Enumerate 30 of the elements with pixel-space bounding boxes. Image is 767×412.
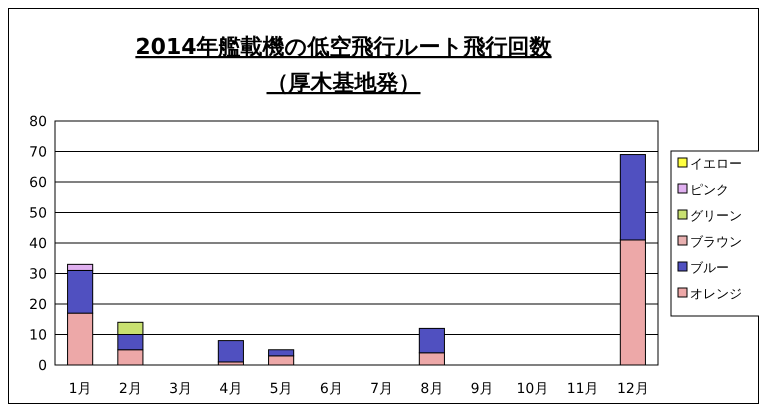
legend-label: ピンク bbox=[690, 183, 729, 198]
x-tick-label: 2月 bbox=[118, 381, 142, 397]
x-tick-label: 10月 bbox=[516, 381, 548, 397]
chart-title: 2014年艦載機の低空飛行ルート飛行回数 bbox=[135, 34, 553, 60]
legend-label: ブルー bbox=[690, 261, 729, 276]
x-tick-label: 12月 bbox=[616, 381, 649, 397]
legend-label: イエロー bbox=[690, 157, 742, 172]
x-tick-label: 3月 bbox=[169, 381, 192, 397]
bar bbox=[218, 340, 244, 362]
legend-label: グリーン bbox=[690, 209, 742, 224]
y-tick-label: 60 bbox=[29, 175, 47, 191]
legend-label: ブラウン bbox=[690, 235, 742, 250]
x-tick-label: 4月 bbox=[219, 381, 242, 397]
y-tick-label: 80 bbox=[29, 114, 47, 130]
y-tick-label: 10 bbox=[29, 328, 47, 344]
y-tick-label: 0 bbox=[38, 358, 47, 374]
x-tick-label: 5月 bbox=[270, 381, 293, 397]
y-tick-label: 30 bbox=[29, 266, 47, 282]
x-tick-label: 7月 bbox=[370, 381, 394, 397]
y-tick-label: 70 bbox=[29, 144, 47, 160]
x-tick-label: 6月 bbox=[320, 381, 343, 397]
x-tick-label: 11月 bbox=[566, 381, 599, 397]
x-tick-label: 8月 bbox=[420, 381, 444, 397]
y-tick-label: 20 bbox=[29, 297, 47, 313]
y-tick-label: 50 bbox=[29, 206, 47, 222]
y-tick-label: 40 bbox=[29, 236, 47, 252]
chart-subtitle: （厚木基地発） bbox=[266, 71, 420, 96]
x-tick-label: 9月 bbox=[470, 381, 494, 397]
legend-label: オレンジ bbox=[690, 287, 742, 302]
x-tick-label: 1月 bbox=[68, 381, 92, 397]
